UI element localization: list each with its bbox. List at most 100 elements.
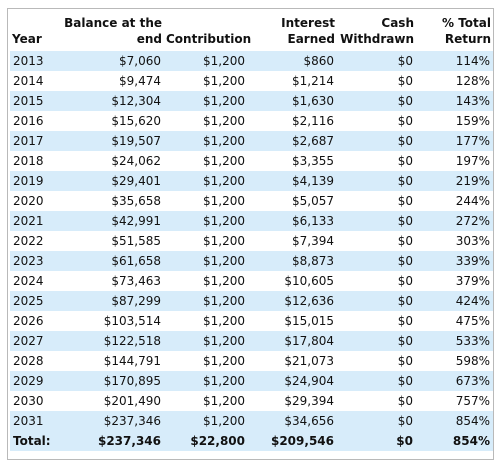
table-row: 2015 $12,304 $1,200 $1,630 $0 143% — [10, 91, 493, 111]
cell-withdrawn: $0 — [337, 131, 416, 151]
header-return: % Total Return — [416, 15, 493, 51]
cell-balance: $73,463 — [111, 274, 161, 288]
cell-withdrawn: $0 — [397, 234, 413, 248]
cell-return: 177% — [416, 131, 493, 151]
cell-balance: $9,474 — [119, 74, 161, 88]
cell-return: 128% — [455, 74, 490, 88]
cell-year: 2025 — [10, 291, 54, 311]
table-row: 2016 $15,620 $1,200 $2,116 $0 159% — [10, 111, 493, 131]
cell-return: 339% — [416, 251, 493, 271]
cell-return: 673% — [416, 371, 493, 391]
cell-year: 2028 — [13, 354, 44, 368]
cell-interest: $24,904 — [248, 371, 337, 391]
header-interest-line1: Interest — [281, 16, 335, 30]
table-row: 2030 $201,490 $1,200 $29,394 $0 757% — [10, 391, 493, 411]
cell-balance: $61,658 — [54, 251, 164, 271]
cell-interest: $8,873 — [248, 251, 337, 271]
cell-withdrawn: $0 — [337, 371, 416, 391]
cell-withdrawn: $0 — [337, 211, 416, 231]
cell-balance: $12,304 — [54, 91, 164, 111]
cell-contribution: $1,200 — [164, 411, 248, 431]
header-balance: Balance at the end — [54, 15, 164, 51]
cell-return: 159% — [455, 114, 490, 128]
cell-return: 244% — [455, 194, 490, 208]
cell-contribution: $1,200 — [203, 314, 245, 328]
cell-balance: $35,658 — [111, 194, 161, 208]
cell-balance: $24,062 — [111, 154, 161, 168]
cell-balance: $19,507 — [54, 131, 164, 151]
cell-contribution: $1,200 — [203, 274, 245, 288]
table-row: 2020 $35,658 $1,200 $5,057 $0 244% — [10, 191, 493, 211]
cell-withdrawn: $0 — [397, 314, 413, 328]
cell-interest: $1,630 — [248, 91, 337, 111]
cell-year: 2029 — [10, 371, 54, 391]
cell-balance: $103,514 — [103, 314, 161, 328]
cell-year: 2017 — [10, 131, 54, 151]
cell-contribution: $1,200 — [164, 251, 248, 271]
cell-withdrawn: $0 — [337, 171, 416, 191]
total-balance: $237,346 — [54, 431, 164, 451]
cell-withdrawn: $0 — [397, 394, 413, 408]
cell-year: 2016 — [13, 114, 44, 128]
cell-interest: $7,394 — [292, 234, 334, 248]
cell-interest: $6,133 — [248, 211, 337, 231]
total-interest: $209,546 — [248, 431, 337, 451]
cell-interest: $17,804 — [248, 331, 337, 351]
cell-year: 2014 — [13, 74, 44, 88]
table-header-row: Year Balance at the end Contribution Inte… — [10, 15, 493, 51]
cell-return: 475% — [455, 314, 490, 328]
table-row: 2019 $29,401 $1,200 $4,139 $0 219% — [10, 171, 493, 191]
cell-interest: $860 — [248, 51, 337, 71]
cell-contribution: $1,200 — [164, 131, 248, 151]
cell-year: 2022 — [13, 234, 44, 248]
table-row: 2027 $122,518 $1,200 $17,804 $0 533% — [10, 331, 493, 351]
table-row: 2028 $144,791 $1,200 $21,073 $0 598% — [10, 351, 493, 371]
table-row: 2031 $237,346 $1,200 $34,656 $0 854% — [10, 411, 493, 431]
header-balance-line1: Balance at the — [64, 16, 162, 30]
table-row: 2013 $7,060 $1,200 $860 $0 114% — [10, 51, 493, 71]
cell-withdrawn: $0 — [397, 274, 413, 288]
cell-withdrawn: $0 — [337, 331, 416, 351]
cell-interest: $12,636 — [248, 291, 337, 311]
table-row: 2029 $170,895 $1,200 $24,904 $0 673% — [10, 371, 493, 391]
cell-year: 2015 — [10, 91, 54, 111]
header-interest: Interest Earned — [248, 15, 337, 51]
cell-balance: $122,518 — [54, 331, 164, 351]
cell-return: 379% — [455, 274, 490, 288]
cell-balance: $87,299 — [54, 291, 164, 311]
table-row: 2021 $42,991 $1,200 $6,133 $0 272% — [10, 211, 493, 231]
cell-contribution: $1,200 — [203, 394, 245, 408]
cell-year: 2019 — [10, 171, 54, 191]
cell-balance: $15,620 — [111, 114, 161, 128]
table-row: 2014 $9,474 $1,200 $1,214 $0 128% — [10, 71, 493, 91]
cell-balance: $144,791 — [103, 354, 161, 368]
cell-balance: $51,585 — [111, 234, 161, 248]
cell-return: 114% — [416, 51, 493, 71]
cell-interest: $21,073 — [284, 354, 334, 368]
cell-interest: $1,214 — [292, 74, 334, 88]
cell-withdrawn: $0 — [397, 354, 413, 368]
header-contribution-label: Contribution — [166, 32, 252, 46]
cell-year: 2013 — [10, 51, 54, 71]
cell-withdrawn: $0 — [337, 411, 416, 431]
cell-withdrawn: $0 — [397, 154, 413, 168]
cell-year: 2021 — [10, 211, 54, 231]
header-year: Year — [10, 15, 54, 51]
cell-interest: $5,057 — [292, 194, 334, 208]
table-body: 2013 $7,060 $1,200 $860 $0 114% 2014 $9,474 $1,2… — [10, 51, 493, 431]
cell-year: 2027 — [10, 331, 54, 351]
header-balance-line2: end — [136, 32, 162, 46]
table-row: 2026 $103,514 $1,200 $15,015 $0 475% — [10, 311, 493, 331]
cell-balance: $237,346 — [54, 411, 164, 431]
cell-contribution: $1,200 — [164, 51, 248, 71]
header-contribution: Contribution — [164, 15, 252, 51]
cell-contribution: $1,200 — [203, 234, 245, 248]
cell-contribution: $1,200 — [164, 211, 248, 231]
cell-interest: $2,687 — [248, 131, 337, 151]
cell-withdrawn: $0 — [337, 291, 416, 311]
cell-contribution: $1,200 — [164, 171, 248, 191]
cell-year: 2026 — [13, 314, 44, 328]
cell-year: 2024 — [13, 274, 44, 288]
total-withdrawn: $0 — [337, 431, 416, 451]
cell-withdrawn: $0 — [337, 251, 416, 271]
